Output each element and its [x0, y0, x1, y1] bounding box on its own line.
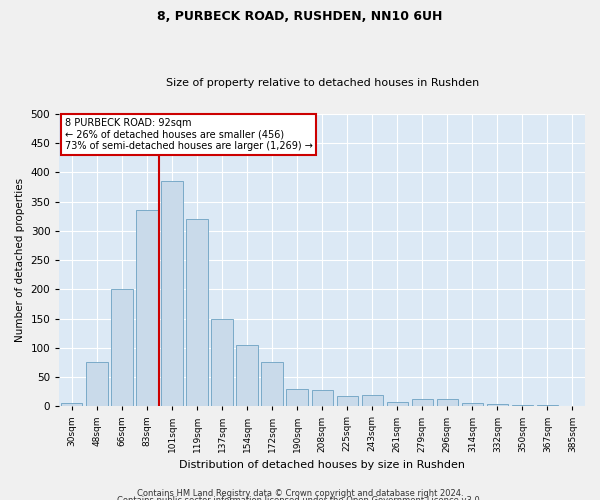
- Bar: [286, 388, 308, 406]
- Text: Contains public sector information licensed under the Open Government Licence v3: Contains public sector information licen…: [118, 496, 482, 500]
- Bar: [161, 181, 182, 406]
- Bar: [386, 402, 408, 406]
- Bar: [362, 394, 383, 406]
- Text: 8 PURBECK ROAD: 92sqm
← 26% of detached houses are smaller (456)
73% of semi-det: 8 PURBECK ROAD: 92sqm ← 26% of detached …: [65, 118, 313, 152]
- Bar: [61, 404, 82, 406]
- Text: 8, PURBECK ROAD, RUSHDEN, NN10 6UH: 8, PURBECK ROAD, RUSHDEN, NN10 6UH: [157, 10, 443, 23]
- Bar: [512, 405, 533, 406]
- Bar: [311, 390, 333, 406]
- Text: Contains HM Land Registry data © Crown copyright and database right 2024.: Contains HM Land Registry data © Crown c…: [137, 488, 463, 498]
- Bar: [236, 345, 258, 406]
- Y-axis label: Number of detached properties: Number of detached properties: [15, 178, 25, 342]
- X-axis label: Distribution of detached houses by size in Rushden: Distribution of detached houses by size …: [179, 460, 465, 470]
- Title: Size of property relative to detached houses in Rushden: Size of property relative to detached ho…: [166, 78, 479, 88]
- Bar: [437, 399, 458, 406]
- Bar: [537, 405, 558, 406]
- Bar: [462, 404, 483, 406]
- Bar: [111, 290, 133, 406]
- Bar: [86, 362, 107, 406]
- Bar: [337, 396, 358, 406]
- Bar: [262, 362, 283, 406]
- Bar: [136, 210, 158, 406]
- Bar: [412, 399, 433, 406]
- Bar: [187, 219, 208, 406]
- Bar: [211, 318, 233, 406]
- Bar: [487, 404, 508, 406]
